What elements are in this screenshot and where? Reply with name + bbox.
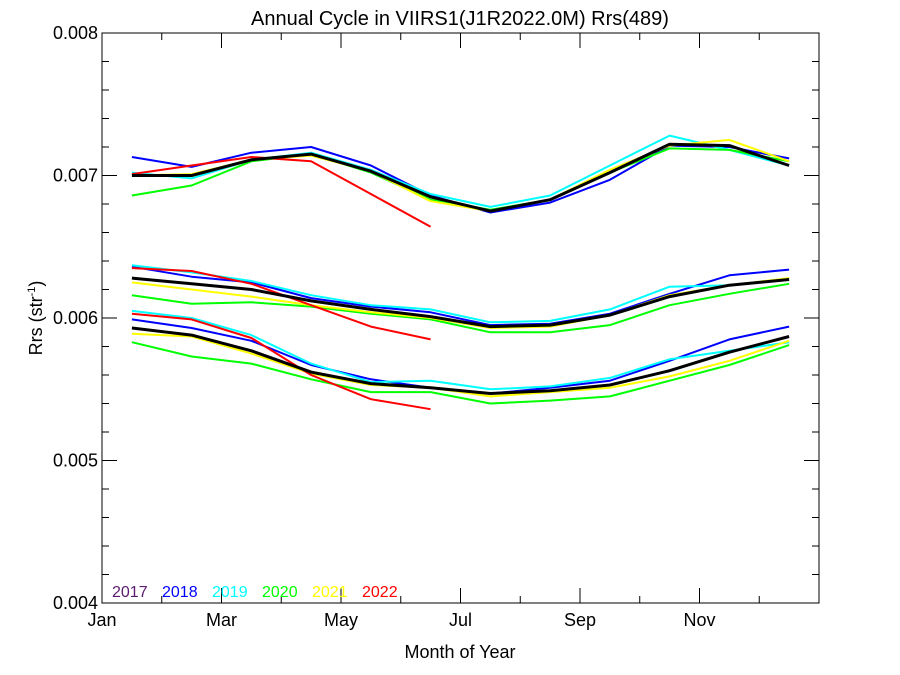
- x-tick-label: Nov: [683, 610, 715, 630]
- series-line-2-1: [131, 309, 790, 391]
- series-line-2-4: [131, 312, 431, 411]
- y-tick-label: 0.008: [53, 23, 98, 43]
- legend-item-2018: 2018: [162, 584, 198, 601]
- series-line-0-5: [131, 142, 790, 213]
- x-tick-label: Sep: [564, 610, 596, 630]
- series-line-1-5: [131, 276, 790, 329]
- x-tick-label: Jul: [449, 610, 472, 630]
- legend-item-2017: 2017: [112, 584, 148, 601]
- axis-ticks: 0.004 0.005 0.006 0.007 0.008 Jan Mar May Jul Sep…: [53, 23, 820, 630]
- data-lines: [131, 134, 790, 411]
- legend-item-2020: 2020: [262, 584, 298, 601]
- series-line-1-2: [131, 282, 790, 334]
- series-line-2-5: [131, 326, 790, 395]
- series-line-2-2: [131, 341, 790, 405]
- legend-item-2021: 2021: [312, 584, 348, 601]
- series-line-0-4: [131, 156, 432, 228]
- y-tick-label: 0.005: [53, 451, 98, 471]
- legend: 2017 2018 2019 2020 2021 2022: [112, 584, 398, 601]
- x-tick-label: Jan: [87, 610, 116, 630]
- y-axis-label: Rrs (str-1): [26, 281, 46, 356]
- y-axis-label-close: ): [26, 281, 46, 287]
- legend-item-2019: 2019: [212, 584, 248, 601]
- chart-title: Annual Cycle in VIIRS1(J1R2022.0M) Rrs(4…: [251, 8, 669, 30]
- x-axis-label: Month of Year: [404, 642, 515, 662]
- y-axis-label-main: Rrs (str: [26, 296, 46, 355]
- x-tick-label: Mar: [206, 610, 237, 630]
- y-tick-label: 0.006: [53, 308, 98, 328]
- y-tick-label: 0.004: [53, 593, 98, 613]
- x-tick-label: May: [324, 610, 358, 630]
- series-line-1-1: [131, 264, 790, 324]
- y-axis-label-sup: -1: [26, 287, 38, 297]
- legend-item-2022: 2022: [362, 584, 398, 601]
- y-tick-label: 0.007: [53, 166, 98, 186]
